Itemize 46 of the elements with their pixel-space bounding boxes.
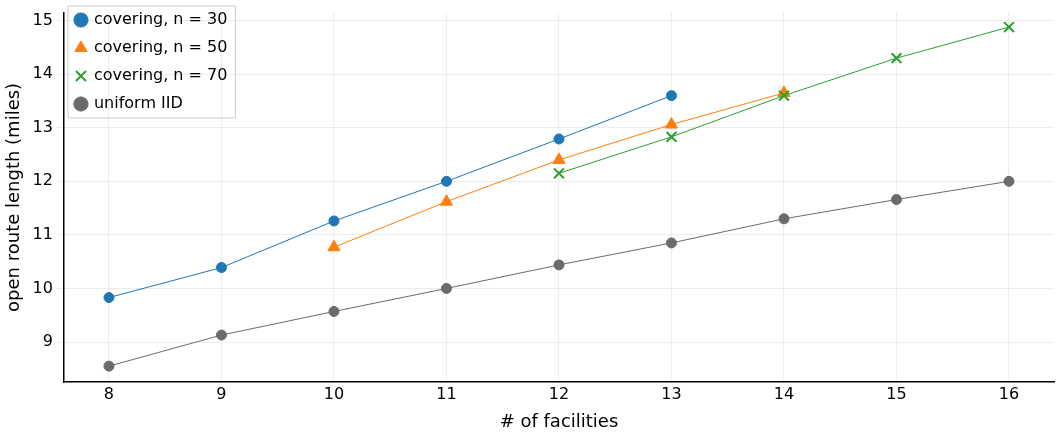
point: [890, 194, 902, 206]
legend-label: covering, n = 30: [93, 9, 228, 29]
point: [553, 133, 565, 145]
point: [103, 292, 115, 304]
y-tick-label: 14: [32, 63, 53, 83]
x-tick-label: 13: [661, 383, 682, 403]
point: [215, 262, 227, 274]
point: [778, 213, 790, 225]
y-tick-label: 9: [42, 331, 53, 351]
y-tick-label: 13: [32, 116, 53, 136]
point: [1003, 175, 1015, 187]
y-axis-title: open route length (miles): [2, 82, 24, 312]
point: [553, 167, 565, 180]
point: [439, 194, 454, 206]
point: [327, 239, 341, 252]
point: [552, 152, 566, 164]
y-tick-label: 12: [32, 170, 53, 190]
y-tick-label: 15: [32, 9, 53, 29]
x-tick-label: 16: [998, 383, 1020, 403]
x-tick-label: 9: [216, 383, 227, 403]
point: [215, 329, 227, 341]
point: [778, 89, 790, 102]
x-tick-label: 10: [323, 383, 345, 403]
point: [440, 282, 452, 294]
legend-label: covering, n = 50: [93, 37, 228, 57]
point: [664, 117, 679, 129]
point: [328, 215, 340, 227]
x-tick-label: 11: [436, 383, 457, 403]
x-axis-title: # of facilities: [499, 409, 619, 431]
legend-label: covering, n = 70: [93, 65, 228, 85]
point: [665, 90, 677, 102]
point: [103, 360, 115, 372]
point: [553, 259, 565, 271]
point: [890, 52, 903, 65]
legend-label: uniform IID: [93, 93, 183, 113]
x-tick-label: 12: [548, 383, 570, 403]
point: [440, 175, 452, 187]
x-tick-label: 15: [886, 383, 907, 403]
x-tick-label: 8: [103, 383, 115, 403]
point: [665, 130, 678, 143]
point: [1003, 21, 1015, 34]
y-tick-label: 11: [32, 224, 53, 244]
point: [665, 237, 677, 249]
x-tick-label: 14: [773, 383, 795, 403]
point: [328, 305, 340, 317]
y-tick-label: 10: [32, 277, 53, 297]
